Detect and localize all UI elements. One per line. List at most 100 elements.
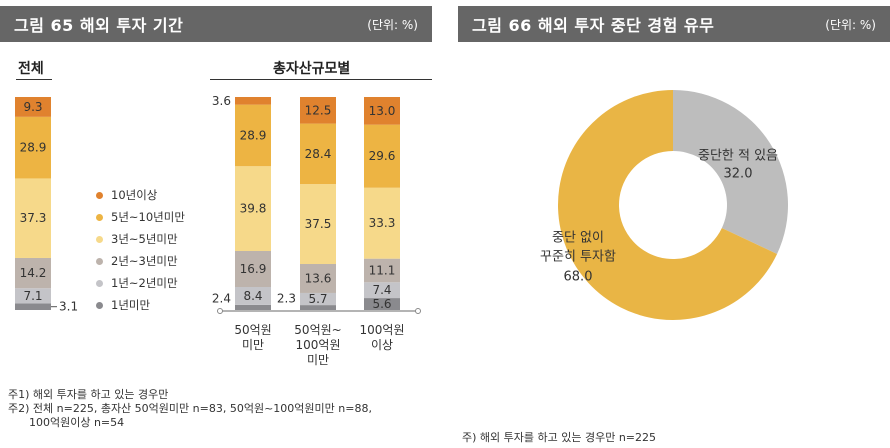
bar-3-segment-5 — [364, 97, 400, 125]
data-label-0-3: 37.3 — [20, 211, 47, 225]
right-figure-header: 그림 66 해외 투자 중단 경험 유무 (단위: %) — [458, 6, 890, 42]
category-label-line: 미만 — [241, 338, 265, 352]
bar-0-segment-4 — [15, 116, 51, 179]
legend-item: 1년미만 — [96, 297, 150, 313]
legend-label: 5년~10년미만 — [111, 210, 185, 224]
data-label-0-1: 7.1 — [23, 289, 42, 303]
right-figure-unit: (단위: %) — [825, 17, 876, 32]
left-figure-unit: (단위: %) — [367, 17, 418, 32]
category-label: 50억원 미만 — [223, 323, 283, 353]
left-notes: 주1) 해외 투자를 하고 있는 경우만 주2) 전체 n=225, 총자산 5… — [8, 388, 372, 430]
donut-label-yes-name: 중단한 적 있음 — [698, 149, 778, 164]
baseline-left-dot — [217, 308, 223, 314]
donut-label-no-value: 68.0 — [564, 270, 593, 285]
legend-dot — [96, 279, 103, 287]
bar-3-segment-1 — [364, 282, 400, 299]
right-note: 주) 해외 투자를 하고 있는 경우만 n=225 — [462, 431, 657, 444]
legend-item: 2년~3년미만 — [96, 253, 178, 269]
data-label-0-0: 3.1 — [59, 300, 78, 314]
bar-0-segment-1 — [15, 288, 51, 304]
data-label-1-3: 39.8 — [240, 202, 267, 216]
bar-0-segment-3 — [15, 178, 51, 258]
overall-heading-underline — [16, 79, 52, 80]
donut-label-no-name-2: 꾸준히 투자함 — [540, 250, 616, 265]
legend-dot — [96, 235, 103, 243]
data-label-3-0: 5.6 — [372, 297, 391, 311]
data-label-0-4: 28.9 — [20, 141, 47, 155]
by-size-heading-underline — [210, 79, 432, 80]
data-label-1-0: 2.4 — [212, 291, 231, 305]
legend-item: 3년~5년미만 — [96, 231, 178, 247]
legend-item: 5년~10년미만 — [96, 209, 185, 225]
bar-1-segment-5 — [235, 97, 271, 105]
category-label-line: 이상 — [370, 338, 394, 352]
data-label-1-2: 16.9 — [240, 262, 267, 276]
category-label-line: 100억원 — [295, 338, 341, 352]
data-label-2-0: 2.3 — [277, 292, 296, 306]
data-label-0-2: 14.2 — [20, 266, 47, 280]
category-label: 100억원 이상 — [352, 323, 412, 353]
legend-label: 2년~3년미만 — [111, 254, 178, 268]
data-label-0-5: 9.3 — [23, 100, 42, 114]
legend-item: 10년이상 — [96, 187, 157, 203]
category-label-line: 미만 — [306, 353, 330, 367]
donut-label-no-name-1: 중단 없이 — [552, 231, 604, 246]
donut-slice-1 — [558, 90, 778, 320]
data-label-1-4: 28.9 — [240, 128, 267, 142]
right-figure-title: 그림 66 해외 투자 중단 경험 유무 — [472, 16, 715, 35]
bar-2-segment-1 — [300, 292, 336, 306]
donut-label-yes-value: 32.0 — [724, 167, 753, 182]
bar-0-segment-0 — [15, 303, 51, 310]
legend-label: 10년이상 — [111, 188, 158, 202]
data-label-2-5: 12.5 — [305, 103, 332, 117]
bar-0-segment-5 — [15, 97, 51, 117]
data-label-3-3: 33.3 — [369, 216, 396, 230]
category-label: 50억원~ 100억원 미만 — [288, 323, 348, 368]
category-label-line: 50억원 — [234, 323, 272, 337]
legend-label: 1년미만 — [111, 298, 151, 312]
data-label-3-1: 7.4 — [372, 283, 391, 297]
category-label-line: 100억원 — [359, 323, 405, 337]
bar-3-segment-0 — [364, 298, 400, 310]
bar-1-segment-1 — [235, 286, 271, 305]
bar-3-segment-3 — [364, 187, 400, 259]
left-note-2: 주2) 전체 n=225, 총자산 50억원미만 n=83, 50억원~100억… — [8, 402, 372, 415]
bar-1-segment-3 — [235, 166, 271, 251]
bar-2-segment-5 — [300, 97, 336, 124]
legend-item: 1년~2년미만 — [96, 275, 178, 291]
left-note-1: 주1) 해외 투자를 하고 있는 경우만 — [8, 388, 169, 401]
bar-2-segment-0 — [300, 305, 336, 310]
data-label-3-2: 11.1 — [369, 263, 396, 277]
data-label-2-1: 5.7 — [308, 292, 327, 306]
data-label-1-1: 8.4 — [243, 289, 262, 303]
by-size-heading: 총자산규모별 — [273, 61, 351, 77]
bar-2-segment-4 — [300, 123, 336, 185]
category-label-line: 50억원~ — [294, 323, 342, 337]
overall-heading: 전체 — [18, 61, 44, 77]
data-label-1-5: 3.6 — [212, 94, 231, 108]
bar-1-segment-0 — [235, 304, 271, 310]
bar-2-segment-2 — [300, 263, 336, 293]
donut-slice-0 — [673, 90, 788, 254]
data-label-2-4: 28.4 — [305, 147, 332, 161]
left-note-3: 100억원이상 n=54 — [8, 416, 125, 429]
bar-1-segment-2 — [235, 250, 271, 287]
left-figure-header: 그림 65 해외 투자 기간 (단위: %) — [0, 6, 432, 42]
legend-dot — [96, 191, 103, 199]
legend-dot — [96, 213, 103, 221]
data-label-2-2: 13.6 — [305, 271, 332, 285]
legend-label: 3년~5년미만 — [111, 232, 178, 246]
bar-0-segment-2 — [15, 257, 51, 289]
baseline-right-dot — [415, 308, 421, 314]
data-label-2-3: 37.5 — [305, 217, 332, 231]
data-label-3-5: 13.0 — [369, 104, 396, 118]
data-label-3-4: 29.6 — [369, 149, 396, 163]
legend-dot — [96, 257, 103, 265]
bar-2-segment-3 — [300, 184, 336, 264]
legend-dot — [96, 301, 103, 309]
bar-3-segment-2 — [364, 258, 400, 283]
bar-3-segment-4 — [364, 124, 400, 188]
bar-1-segment-4 — [235, 104, 271, 167]
legend-label: 1년~2년미만 — [111, 276, 178, 290]
